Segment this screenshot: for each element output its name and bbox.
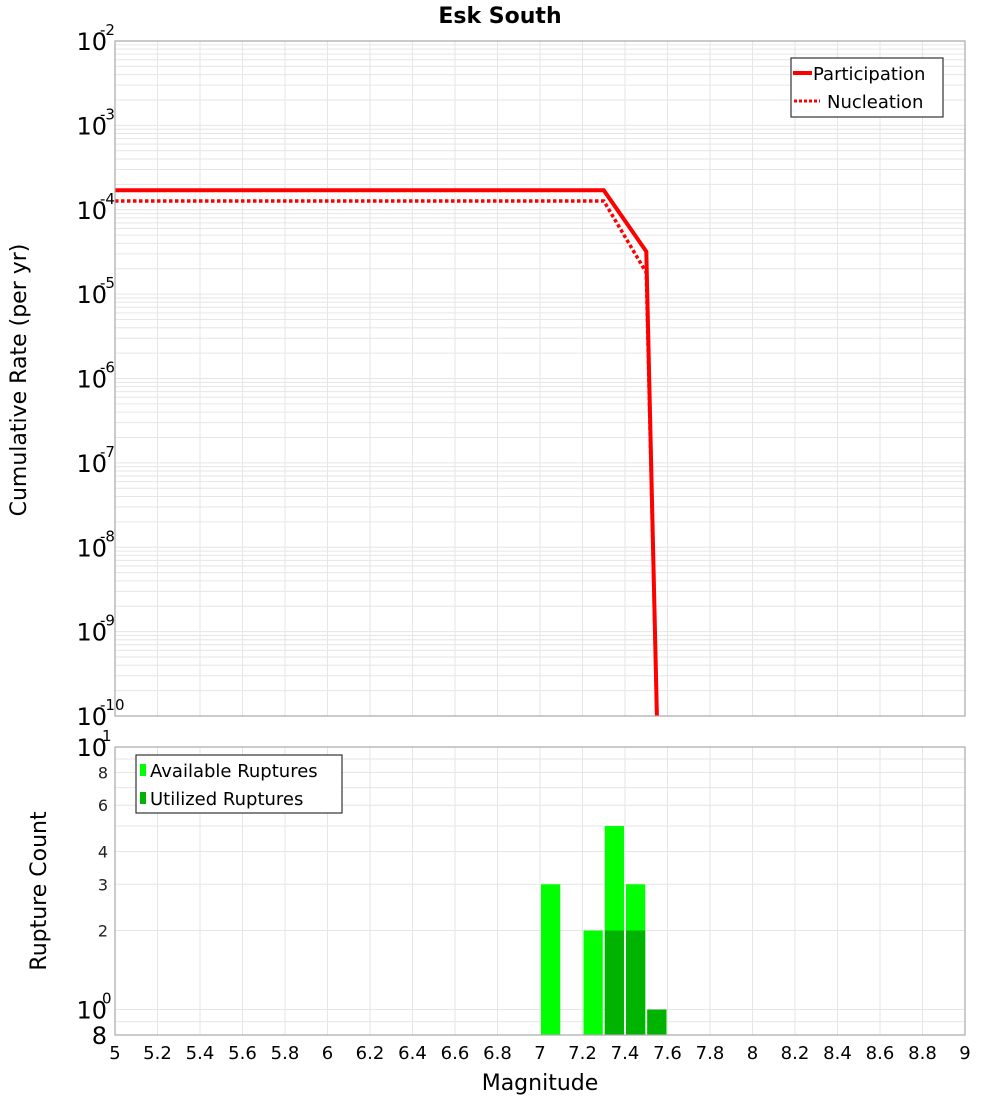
available-bar — [583, 930, 603, 1035]
y-tick-label: 10 — [76, 281, 107, 309]
top-legend: Participation Nucleation — [790, 57, 944, 118]
x-tick-label: 7 — [534, 1043, 545, 1064]
x-tick-label: 7.2 — [568, 1043, 597, 1064]
legend-participation: Participation — [813, 64, 925, 85]
bottom-plot-frame — [114, 746, 966, 1036]
utilized-bar — [626, 930, 646, 1035]
x-tick-label: 5.6 — [228, 1043, 257, 1064]
legend-available: Available Ruptures — [150, 761, 318, 782]
top-plot-frame — [114, 40, 966, 717]
x-tick-label: 6.2 — [356, 1043, 385, 1064]
nucleation-line — [115, 199, 659, 717]
legend-nucleation: Nucleation — [827, 92, 923, 113]
y-tick-label: 10 — [76, 703, 107, 731]
legend-utilized: Utilized Ruptures — [150, 789, 303, 810]
y-tick-label: 10 — [76, 28, 107, 56]
x-tick-label: 6.8 — [483, 1043, 512, 1064]
bottom-y-axis-label: Rupture Count — [27, 811, 52, 971]
top-plot-series — [115, 188, 659, 717]
utilized-bar — [604, 930, 624, 1035]
y-tick-exponent: -5 — [100, 274, 115, 292]
y-tick-exponent: -7 — [100, 443, 115, 461]
x-tick-label: 6.4 — [398, 1043, 427, 1064]
top-y-axis-ticks: 10-210-310-410-510-610-710-810-910-10 — [76, 21, 124, 731]
top-y-axis-label: Cumulative Rate (per yr) — [7, 244, 32, 517]
y-tick-exponent: -9 — [100, 612, 115, 630]
y-tick-exponent: 0 — [102, 990, 112, 1008]
y-tick-label: 10 — [76, 997, 107, 1025]
y-tick-label: 10 — [76, 112, 107, 140]
x-axis-label: Magnitude — [482, 1071, 599, 1096]
x-tick-label: 9 — [959, 1043, 970, 1064]
x-tick-label: 7.4 — [611, 1043, 640, 1064]
x-tick-label: 8.8 — [908, 1043, 937, 1064]
y-tick-exponent: -3 — [100, 105, 115, 123]
y-tick-label: 8 — [98, 763, 108, 782]
x-tick-label: 8.4 — [823, 1043, 852, 1064]
y-tick-label: 10 — [76, 534, 107, 562]
x-tick-label: 5.4 — [186, 1043, 215, 1064]
available-bar — [541, 884, 561, 1035]
x-tick-label: 5.8 — [271, 1043, 300, 1064]
utilized-legend-swatch — [140, 792, 146, 804]
chart-title: Esk South — [438, 4, 561, 29]
x-tick-label: 6.6 — [441, 1043, 470, 1064]
y-tick-label: 10 — [76, 619, 107, 647]
y-tick-exponent: -2 — [100, 21, 115, 39]
y-tick-label: 10 — [76, 197, 107, 225]
x-tick-label: 7.6 — [653, 1043, 682, 1064]
y-tick-exponent: -8 — [100, 527, 115, 545]
x-tick-label: 7.8 — [696, 1043, 725, 1064]
y-tick-exponent: -6 — [100, 359, 115, 377]
available-legend-swatch — [140, 764, 146, 776]
y-tick-exponent: -4 — [100, 190, 115, 208]
x-tick-label: 8.6 — [866, 1043, 895, 1064]
bottom-legend: Available Ruptures Utilized Ruptures — [135, 754, 343, 814]
x-axis-ticks: 5 5.2 5.4 5.6 5.8 6 6.2 6.4 6.6 6.8 7 7.2 7.4 7.6 7.8 8… — [109, 1043, 970, 1064]
y-tick-label: 2 — [98, 922, 108, 941]
x-tick-label: 5 — [109, 1043, 120, 1064]
x-tick-label: 6 — [322, 1043, 333, 1064]
x-tick-label: 8.2 — [781, 1043, 810, 1064]
x-tick-label: 5.2 — [143, 1043, 172, 1064]
top-plot-grid — [114, 41, 966, 717]
y-tick-label: 8 — [92, 1022, 107, 1050]
x-tick-label: 8 — [747, 1043, 758, 1064]
y-tick-exponent: 1 — [102, 727, 112, 745]
y-tick-exponent: -10 — [100, 696, 125, 714]
y-tick-label: 10 — [76, 366, 107, 394]
y-tick-label: 3 — [98, 875, 108, 894]
utilized-bar — [647, 1009, 667, 1035]
y-tick-label: 6 — [98, 796, 108, 815]
bottom-plot-bars — [541, 826, 667, 1035]
top-plot: 10-210-310-410-510-610-710-810-910-10 Cu… — [7, 21, 966, 731]
y-tick-label: 10 — [76, 450, 107, 478]
y-tick-label: 10 — [76, 734, 107, 762]
y-tick-label: 4 — [98, 842, 108, 861]
